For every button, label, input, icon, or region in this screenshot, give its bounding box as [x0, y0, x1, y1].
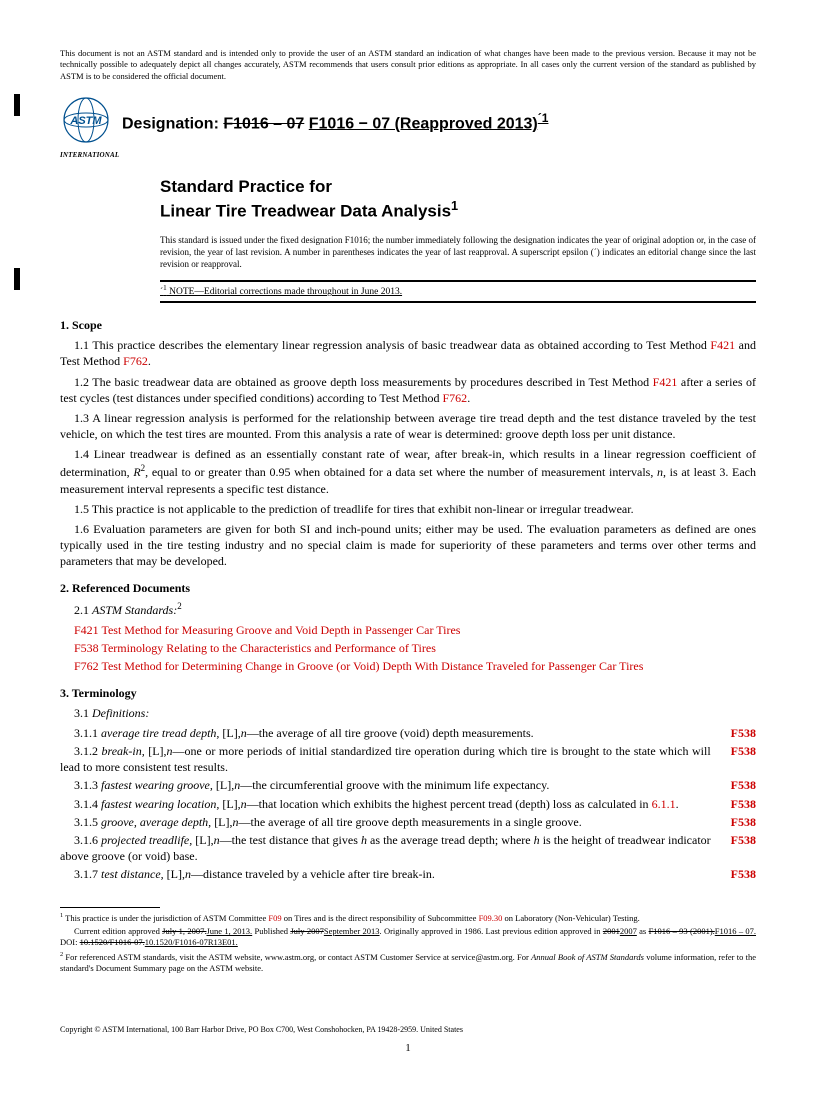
def-ref-f538[interactable]: F538: [711, 743, 756, 775]
svg-text:ASTM: ASTM: [69, 115, 102, 127]
designation-new: F1016 − 07 (Reapproved 2013): [309, 115, 538, 132]
section-head-refdocs: 2. Referenced Documents: [60, 580, 756, 596]
link-f421[interactable]: F421: [653, 375, 678, 389]
def-ref-f538[interactable]: F538: [711, 866, 756, 882]
header-row: ASTM INTERNATIONAL Designation: F1016 – …: [60, 96, 756, 148]
disclaimer-text: This document is not an ASTM standard an…: [60, 48, 756, 82]
scope-1.3: 1.3 A linear regression analysis is perf…: [60, 410, 756, 442]
title-line2: Linear Tire Treadwear Data Analysis: [160, 201, 451, 220]
def-3.1.5: 3.1.5 groove, average depth, [L],n—the a…: [60, 814, 756, 830]
title-footnote-ref: 1: [451, 198, 458, 213]
link-f09[interactable]: F09: [268, 912, 281, 922]
link-f762[interactable]: F762: [443, 391, 468, 405]
link-f421[interactable]: F421: [710, 338, 735, 352]
revision-bar: [14, 94, 20, 116]
scope-1.6: 1.6 Evaluation parameters are given for …: [60, 521, 756, 570]
designation: Designation: F1016 – 07 F1016 − 07 (Reap…: [122, 110, 548, 135]
def-3.1.1: 3.1.1 average tire tread depth, [L],n—th…: [60, 725, 756, 741]
footnote-rule: [60, 907, 160, 908]
def-3.1.6: 3.1.6 projected treadlife, [L],n—the tes…: [60, 832, 756, 864]
scope-1.1: 1.1 This practice describes the elementa…: [60, 337, 756, 369]
designation-old: F1016 – 07: [223, 115, 304, 132]
footnote-1: 1 This practice is under the jurisdictio…: [60, 912, 756, 924]
designation-label: Designation:: [122, 115, 219, 132]
refdocs-sub: 2.1 ASTM Standards:2: [60, 600, 756, 618]
footnote-1-line2: Current edition approved July 1, 2007.Ju…: [60, 926, 756, 949]
page-number: 1: [60, 1041, 756, 1056]
logo-subtitle: INTERNATIONAL: [60, 151, 112, 160]
issued-statement: This standard is issued under the fixed …: [160, 234, 756, 270]
section-head-terminology: 3. Terminology: [60, 685, 756, 701]
ref-item-f538[interactable]: F538 Terminology Relating to the Charact…: [88, 640, 756, 656]
revision-bar: [14, 268, 20, 290]
ref-item-f762[interactable]: F762 Test Method for Determining Change …: [88, 658, 756, 674]
def-3.1.3: 3.1.3 fastest wearing groove, [L],n—the …: [60, 777, 756, 793]
footnote-2: 2 For referenced ASTM standards, visit t…: [60, 951, 756, 975]
scope-1.5: 1.5 This practice is not applicable to t…: [60, 501, 756, 517]
designation-epsilon: ´1: [538, 111, 549, 125]
epsilon-note: ´1 NOTE—Editorial corrections made throu…: [160, 280, 756, 303]
scope-1.4: 1.4 Linear treadwear is defined as an es…: [60, 446, 756, 497]
def-3.1.7: 3.1.7 test distance, [L],n—distance trav…: [60, 866, 756, 882]
def-3.1.2: 3.1.2 break-in, [L],n—one or more period…: [60, 743, 756, 775]
def-ref-f538[interactable]: F538: [711, 777, 756, 793]
def-ref-f538[interactable]: F538: [711, 725, 756, 741]
link-6.1.1[interactable]: 6.1.1: [652, 797, 676, 811]
def-ref-f538[interactable]: F538: [711, 796, 756, 812]
link-f09.30[interactable]: F09.30: [479, 912, 503, 922]
astm-logo: ASTM INTERNATIONAL: [60, 96, 112, 148]
link-f762[interactable]: F762: [123, 354, 148, 368]
copyright-line: Copyright © ASTM International, 100 Barr…: [60, 1025, 756, 1036]
def-ref-f538[interactable]: F538: [711, 814, 756, 830]
title-line1: Standard Practice for: [160, 177, 332, 196]
def-3.1.4: 3.1.4 fastest wearing location, [L],n—th…: [60, 796, 756, 812]
scope-1.2: 1.2 The basic treadwear data are obtaine…: [60, 374, 756, 406]
terminology-sub: 3.1 Definitions:: [60, 705, 756, 721]
title-block: Standard Practice for Linear Tire Treadw…: [160, 176, 756, 221]
def-ref-f538[interactable]: F538: [711, 832, 756, 864]
section-head-scope: 1. Scope: [60, 317, 756, 333]
ref-item-f421[interactable]: F421 Test Method for Measuring Groove an…: [88, 622, 756, 638]
